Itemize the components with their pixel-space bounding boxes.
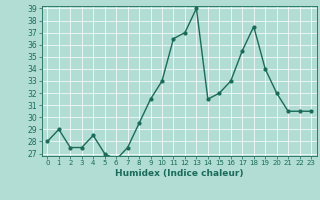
X-axis label: Humidex (Indice chaleur): Humidex (Indice chaleur) [115, 169, 244, 178]
